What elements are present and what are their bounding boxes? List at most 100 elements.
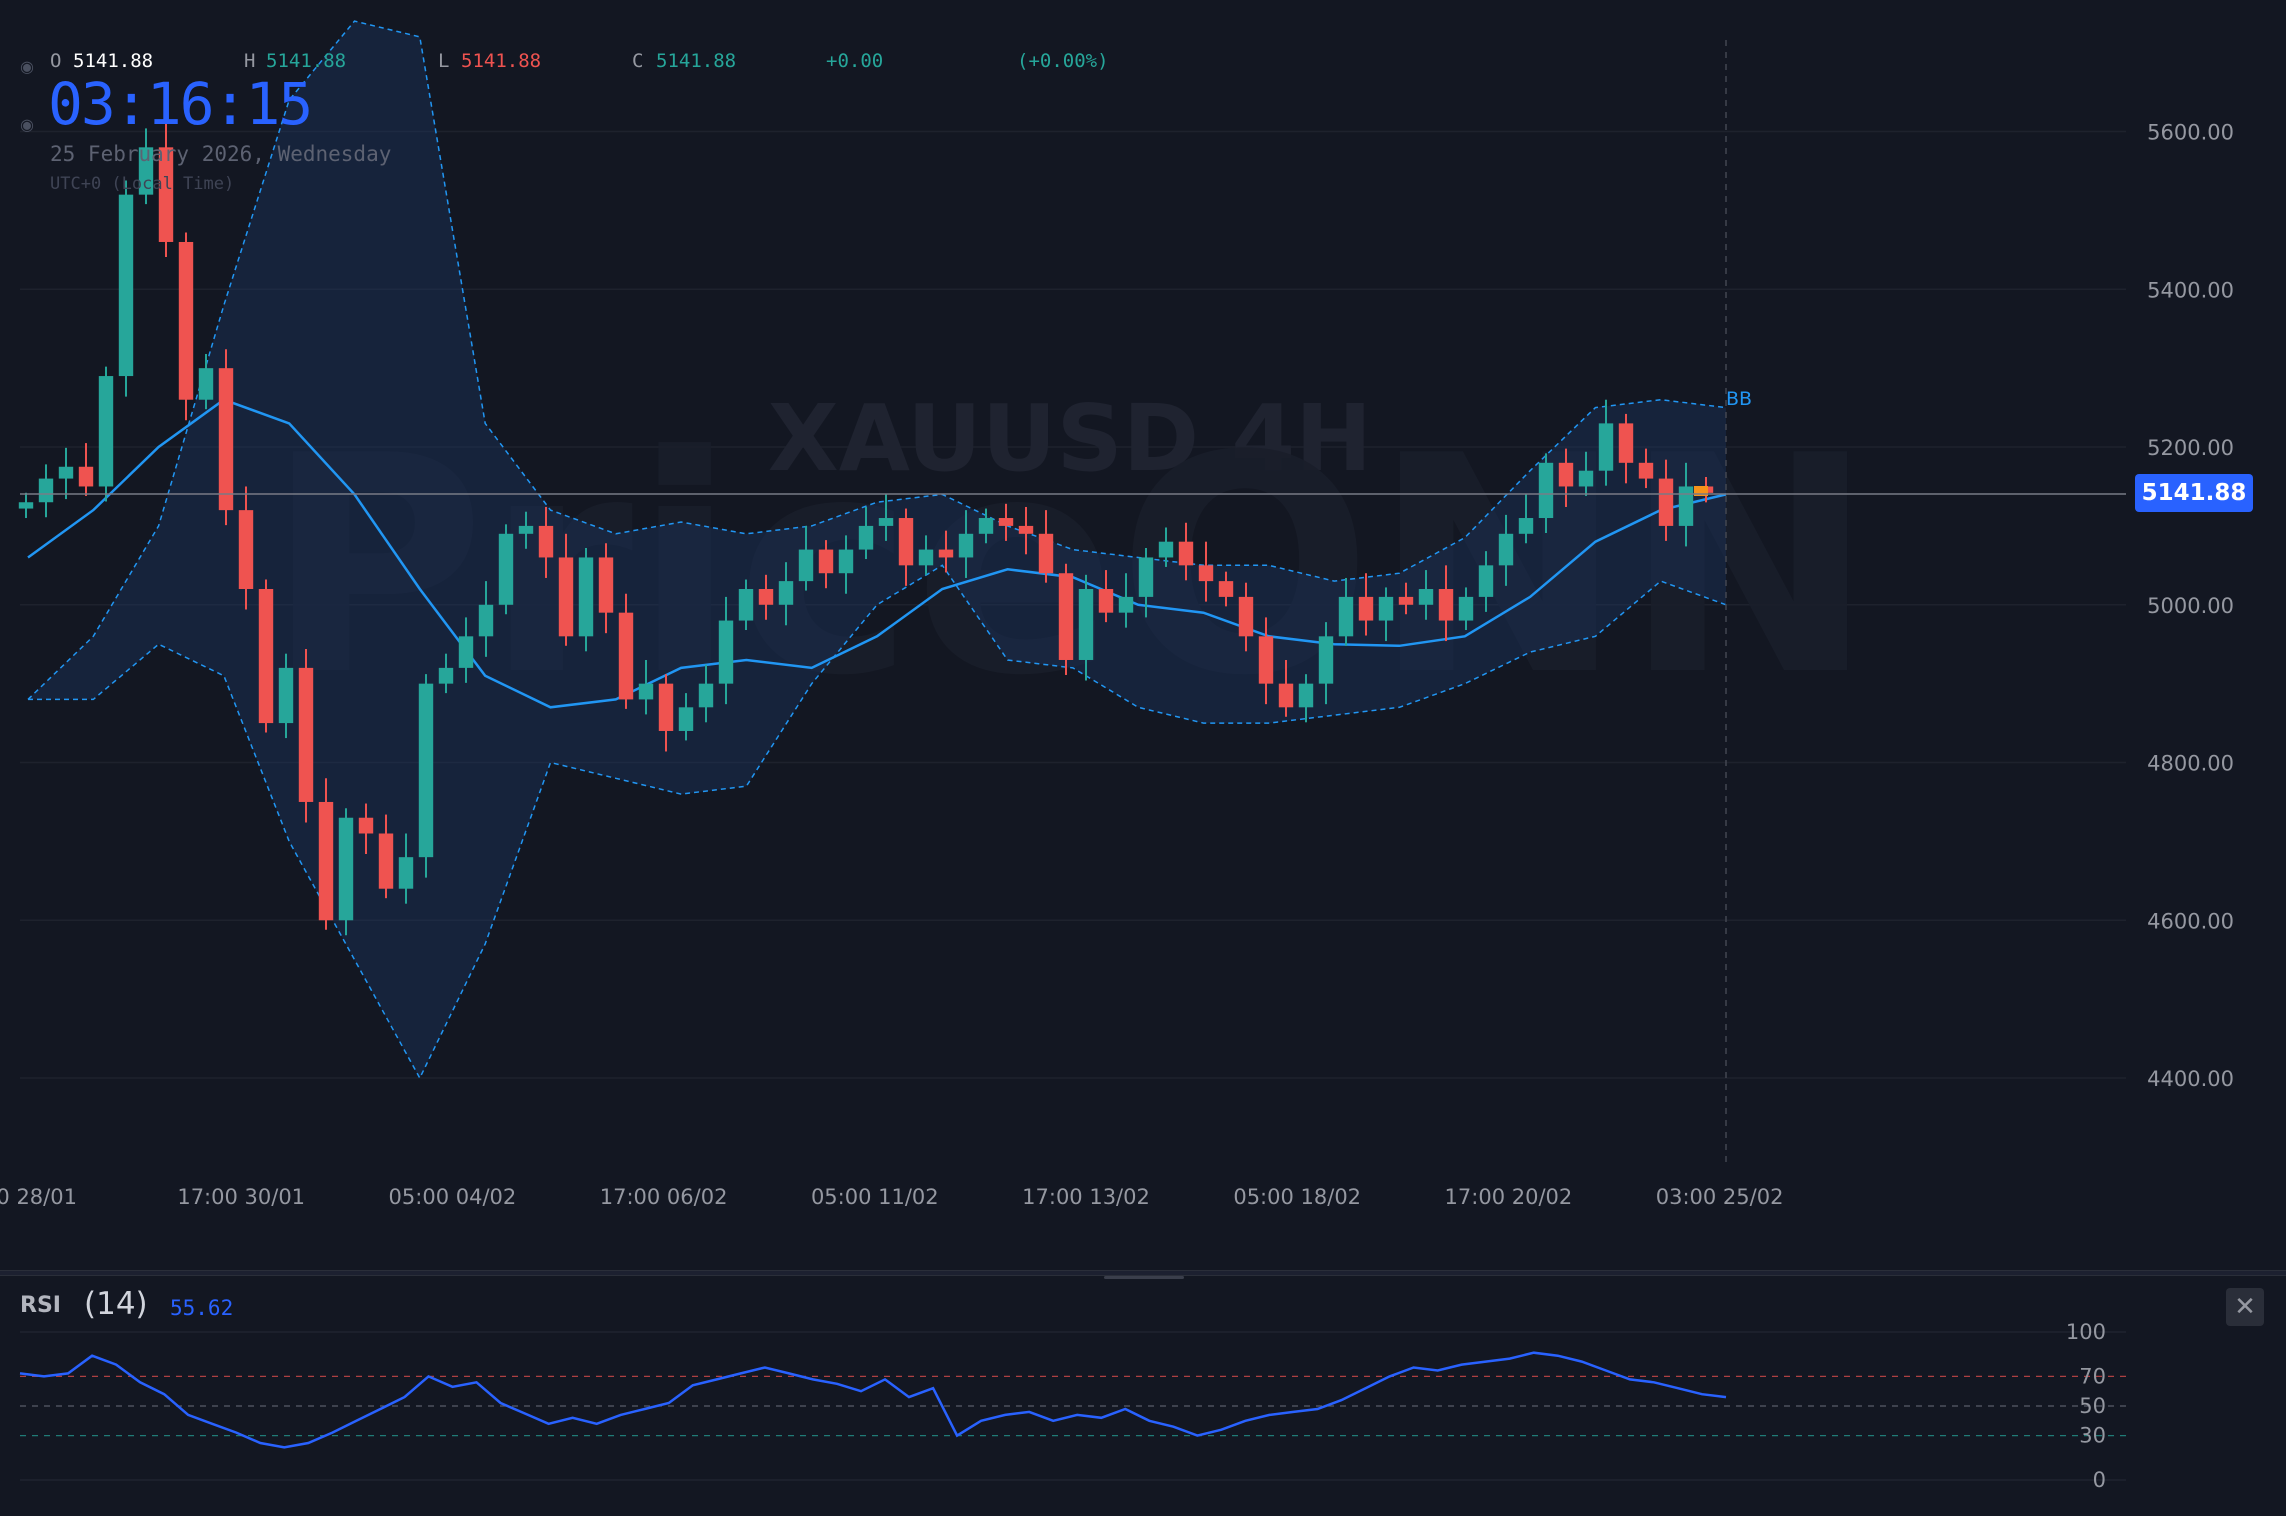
candle-body	[98, 376, 114, 487]
candle-body	[138, 147, 154, 195]
rsi-pane[interactable]: 100 70 50 30 0	[19, 1320, 2126, 1492]
candle-body	[1558, 462, 1574, 487]
watermark-symbol: XAUUSD 4H	[768, 385, 1372, 492]
candle-body	[1598, 423, 1614, 471]
candle-body	[1498, 533, 1514, 566]
time-tick-label: 17:00 20/02	[1445, 1185, 1573, 1209]
candle-body	[1138, 557, 1154, 597]
candle-body	[878, 518, 894, 526]
candle-body	[1438, 589, 1454, 621]
candle-body	[1658, 478, 1674, 526]
candle-body	[1538, 462, 1554, 519]
candlestick-series[interactable]	[18, 123, 1714, 936]
price-tick-label: 5000.00	[2147, 594, 2234, 618]
candle-body	[638, 683, 654, 700]
candle-body	[278, 667, 294, 724]
candle-body	[958, 533, 974, 558]
rsi-value: 55.62	[170, 1296, 234, 1320]
candle-body	[1118, 596, 1134, 613]
bb-label: BB	[1726, 388, 1752, 410]
pane-divider[interactable]	[0, 1270, 2286, 1276]
candle-body	[1458, 596, 1474, 621]
candle-body	[1158, 541, 1174, 558]
pane-resize-handle[interactable]	[1104, 1276, 1184, 1279]
eye-icon[interactable]: ◉	[20, 115, 34, 134]
time-axis[interactable]: 00 28/01 17:00 30/01 05:00 04/02 17:00 06/0…	[0, 1185, 1783, 1209]
candle-body	[258, 589, 274, 724]
grid-lines	[20, 130, 2126, 1079]
candle-body	[1418, 589, 1434, 605]
candle-body	[1058, 573, 1074, 660]
ohlc-close-value: 5141.88	[656, 50, 737, 72]
candle-body	[1178, 541, 1194, 566]
time-tick-label: 17:00 30/01	[177, 1185, 305, 1209]
candle-body	[978, 518, 994, 534]
candle-body	[1018, 525, 1034, 534]
candle-body	[1358, 596, 1374, 621]
candle-body	[1038, 533, 1054, 574]
price-axis[interactable]: 4400.00 4600.00 4800.00 5000.00 5200.00 5400.…	[2147, 121, 2234, 1091]
clock-timezone: UTC+0 (Local Time)	[50, 174, 235, 194]
candle-body	[378, 833, 394, 889]
candle-body	[1338, 596, 1354, 637]
rsi-level-label: 50	[2079, 1394, 2106, 1418]
candle-body	[18, 502, 34, 509]
candle-body	[438, 667, 454, 684]
candle-body	[1198, 565, 1214, 582]
candle-body	[1078, 589, 1094, 660]
ohlc-high-label: H	[244, 50, 256, 72]
candle-body	[1298, 683, 1314, 708]
candle-body	[738, 589, 754, 621]
rsi-length: (14)	[84, 1286, 148, 1322]
candle-body	[1218, 581, 1234, 597]
ohlc-close-label: C	[632, 50, 644, 72]
last-price-badge: 5141.88	[2135, 474, 2253, 512]
candle-body	[178, 241, 194, 400]
candle-body	[1258, 636, 1274, 684]
rsi-level-label: 0	[2093, 1468, 2106, 1492]
ohlc-open-value: 5141.88	[73, 50, 154, 72]
candle-body	[538, 525, 554, 558]
candle-body	[1638, 462, 1654, 479]
close-icon[interactable]: ✕	[2226, 1288, 2264, 1326]
candle-body	[198, 368, 214, 400]
candle-body	[758, 589, 774, 605]
candle-body	[598, 557, 614, 613]
candle-body	[218, 368, 234, 511]
candle-body	[998, 518, 1014, 526]
candle-body	[838, 549, 854, 574]
ohlc-low-label: L	[438, 50, 450, 72]
candle-body	[458, 636, 474, 668]
candle-body	[1378, 596, 1394, 621]
candle-body	[818, 549, 834, 574]
rsi-level-label: 30	[2079, 1424, 2106, 1448]
price-tick-label: 4800.00	[2147, 752, 2234, 776]
candle-body	[898, 518, 914, 566]
bb-basis-line	[27, 398, 1727, 709]
rsi-title: RSI	[20, 1293, 61, 1318]
candle-body	[718, 620, 734, 684]
candle-body	[58, 466, 74, 479]
ohlc-open-label: O	[50, 50, 62, 72]
candle-body	[1478, 565, 1494, 597]
candle-body	[318, 801, 334, 921]
candle-body	[918, 549, 934, 566]
time-tick-label: 17:00 13/02	[1022, 1185, 1150, 1209]
ohlc-low-value: 5141.88	[461, 50, 542, 72]
candle-body	[398, 857, 414, 889]
price-tick-label: 5600.00	[2147, 121, 2234, 145]
rsi-level-label: 100	[2066, 1320, 2106, 1344]
eye-icon[interactable]: ◉	[20, 57, 34, 76]
candle-body	[478, 604, 494, 637]
candle-body	[338, 817, 354, 921]
clock-time: 03:16:15	[48, 70, 313, 138]
last-candle-marker	[1694, 486, 1708, 496]
candle-body	[558, 557, 574, 637]
candle-body	[618, 612, 634, 700]
candle-body	[1618, 423, 1634, 463]
bb-upper-line	[27, 20, 1727, 700]
candle-body	[1098, 589, 1114, 613]
candle-body	[498, 533, 514, 605]
candle-body	[1318, 636, 1334, 684]
